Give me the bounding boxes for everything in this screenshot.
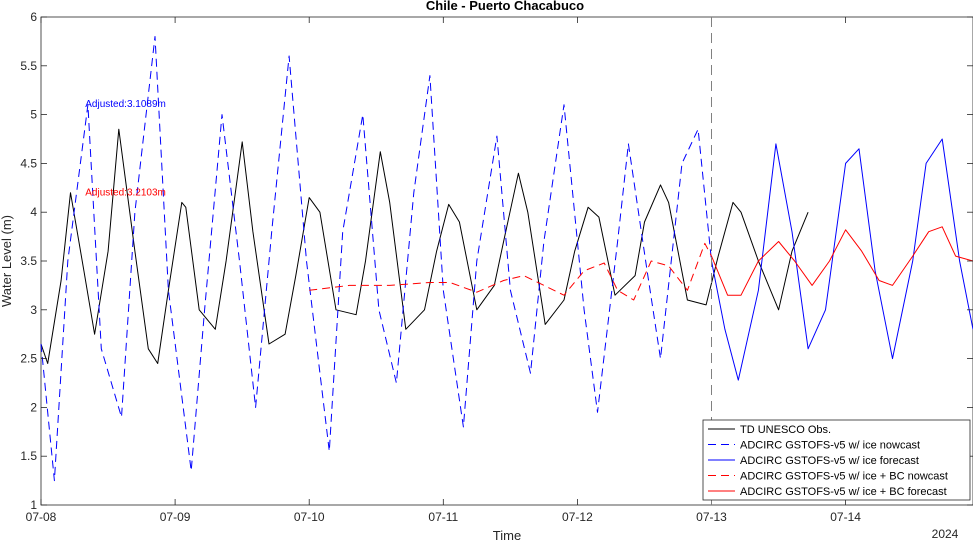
y-tick-label: 6 xyxy=(30,10,37,24)
x-tick-label: 07-09 xyxy=(160,510,191,524)
legend-entries: TD UNESCO Obs. ADCIRC GSTOFS-v5 w/ ice no… xyxy=(708,424,948,498)
x-axis-title: Time xyxy=(493,528,521,541)
y-tick-label: 1.5 xyxy=(20,449,37,463)
y-tick-label: 3.5 xyxy=(20,254,37,268)
y-tick-label: 5 xyxy=(30,108,37,122)
series-line-adcirc-gstofs-v5-w-ice-forecast xyxy=(711,138,973,381)
x-tick-label: 07-14 xyxy=(830,510,861,524)
series-line-td-unesco-obs xyxy=(40,128,809,364)
series-line-adcirc-gstofs-v5-w-ice-bc-nowcast xyxy=(309,242,712,301)
annotation-label-1: Adjusted:3.1089m xyxy=(85,99,166,110)
series-layer xyxy=(40,36,973,482)
legend-label: ADCIRC GSTOFS-v5 w/ ice forecast xyxy=(740,455,919,467)
y-tick-label: 3 xyxy=(30,303,37,317)
x-tick-label: 07-08 xyxy=(26,510,57,524)
chart-title: Chile - Puerto Chacabuco xyxy=(426,0,584,13)
year-label: 2024 xyxy=(932,527,959,541)
x-tick-label: 07-13 xyxy=(696,510,727,524)
y-tick-label: 1 xyxy=(30,498,37,512)
series-line-adcirc-gstofs-v5-w-ice-bc-forecast xyxy=(711,226,973,296)
y-tick-label: 4.5 xyxy=(20,156,37,170)
legend: TD UNESCO Obs. ADCIRC GSTOFS-v5 w/ ice no… xyxy=(702,419,971,501)
legend-label: TD UNESCO Obs. xyxy=(740,424,831,436)
annotation-layer: Adjusted:3.1089m Adjusted:3.2103m xyxy=(85,99,166,199)
legend-label: ADCIRC GSTOFS-v5 w/ ice nowcast xyxy=(740,440,920,452)
x-tick-label: 07-12 xyxy=(562,510,593,524)
y-tick-label: 2 xyxy=(30,400,37,414)
y-axis-ticks: 1 1.5 2 2.5 3 3.5 4 4.5 5 5.5 6 xyxy=(20,10,973,512)
y-axis-title: Water Level (m) xyxy=(0,215,14,307)
annotation-label-2: Adjusted:3.2103m xyxy=(85,188,166,199)
legend-label: ADCIRC GSTOFS-v5 w/ ice + BC nowcast xyxy=(740,471,948,483)
x-tick-label: 07-11 xyxy=(428,510,458,524)
y-tick-label: 2.5 xyxy=(20,352,37,366)
legend-label: ADCIRC GSTOFS-v5 w/ ice + BC forecast xyxy=(740,486,947,498)
x-tick-label: 07-10 xyxy=(294,510,325,524)
y-tick-label: 4 xyxy=(30,205,37,219)
y-tick-label: 5.5 xyxy=(20,59,37,73)
legend-box xyxy=(702,419,971,501)
x-axis-ticks: 07-08 07-09 07-10 07-11 07-12 07-13 07-14 xyxy=(26,17,861,524)
